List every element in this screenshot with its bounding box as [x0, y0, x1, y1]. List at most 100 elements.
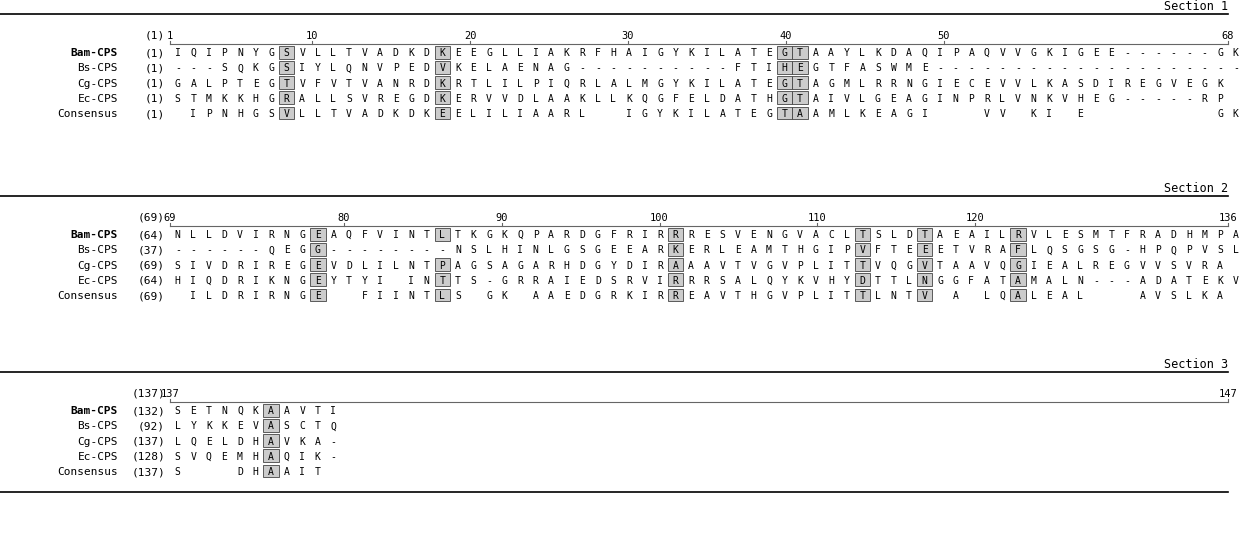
Text: S: S: [268, 109, 274, 119]
Text: E: E: [315, 230, 321, 240]
Text: A: A: [751, 245, 756, 256]
Text: A: A: [673, 260, 679, 271]
Text: (37): (37): [138, 245, 165, 256]
Text: V: V: [502, 94, 508, 104]
Bar: [668, 228, 684, 241]
Text: I: I: [922, 109, 928, 119]
Bar: [917, 243, 933, 256]
Text: K: K: [440, 48, 445, 58]
Text: M: M: [906, 63, 912, 74]
Text: L: L: [813, 260, 819, 271]
Text: Y: Y: [362, 276, 368, 286]
Text: G: G: [906, 109, 912, 119]
Text: K: K: [1233, 109, 1239, 119]
Text: Y: Y: [611, 260, 616, 271]
Bar: [310, 273, 326, 286]
Text: R: R: [237, 291, 243, 301]
Text: A: A: [1062, 260, 1068, 271]
Text: Section 3: Section 3: [1163, 358, 1228, 371]
Text: E: E: [1186, 78, 1192, 89]
Bar: [777, 76, 793, 89]
Text: N: N: [533, 245, 539, 256]
Text: N: N: [455, 245, 461, 256]
Text: S: S: [1217, 245, 1223, 256]
Text: -: -: [1031, 63, 1037, 74]
Text: S: S: [284, 48, 290, 58]
Text: L: L: [844, 230, 850, 240]
Text: D: D: [580, 260, 585, 271]
Text: N: N: [408, 230, 414, 240]
Text: R: R: [268, 291, 274, 301]
Text: D: D: [1093, 78, 1099, 89]
Text: L: L: [315, 94, 321, 104]
Text: A: A: [813, 48, 819, 58]
Text: D: D: [580, 291, 585, 301]
Text: A: A: [1046, 276, 1052, 286]
Text: R: R: [237, 276, 243, 286]
Text: G: G: [1031, 48, 1037, 58]
Text: L: L: [595, 78, 601, 89]
Text: Bam-CPS: Bam-CPS: [71, 48, 118, 58]
Text: -: -: [362, 245, 368, 256]
Text: A: A: [548, 109, 554, 119]
Text: E: E: [1062, 230, 1068, 240]
Text: E: E: [580, 276, 585, 286]
Text: T: T: [906, 291, 912, 301]
Text: P: P: [844, 245, 850, 256]
Bar: [279, 91, 295, 104]
Text: (1): (1): [145, 94, 165, 104]
Text: F: F: [844, 63, 850, 74]
Text: P: P: [1186, 245, 1192, 256]
Text: N: N: [222, 406, 228, 416]
Text: E: E: [937, 245, 943, 256]
Text: P: P: [533, 78, 539, 89]
Text: P: P: [1217, 230, 1223, 240]
Text: E: E: [797, 63, 803, 74]
Text: L: L: [1186, 291, 1192, 301]
Text: P: P: [1155, 245, 1161, 256]
Text: H: H: [237, 109, 243, 119]
Text: C: C: [829, 230, 834, 240]
Text: T: T: [937, 260, 943, 271]
Text: T: T: [751, 48, 756, 58]
Text: K: K: [875, 48, 881, 58]
Text: D: D: [377, 109, 383, 119]
Text: H: H: [1186, 230, 1192, 240]
Text: G: G: [486, 48, 492, 58]
Text: F: F: [969, 276, 974, 286]
Text: -: -: [595, 63, 601, 74]
Text: G: G: [595, 245, 601, 256]
Bar: [668, 258, 684, 271]
Text: V: V: [751, 260, 756, 271]
Text: 100: 100: [650, 213, 669, 223]
Text: H: H: [782, 63, 788, 74]
Text: E: E: [1046, 291, 1052, 301]
Text: I: I: [1046, 109, 1052, 119]
Text: H: H: [564, 260, 570, 271]
Text: M: M: [1202, 230, 1208, 240]
Text: G: G: [782, 94, 788, 104]
Text: Y: Y: [782, 276, 788, 286]
Text: (1): (1): [145, 63, 165, 74]
Text: -: -: [1171, 94, 1177, 104]
Text: Ec-CPS: Ec-CPS: [78, 276, 118, 286]
Text: D: D: [237, 467, 243, 477]
Text: T: T: [844, 291, 850, 301]
Text: F: F: [595, 48, 601, 58]
Text: K: K: [455, 63, 461, 74]
Text: S: S: [222, 63, 228, 74]
Text: A: A: [268, 467, 274, 477]
Text: -: -: [1202, 63, 1208, 74]
Text: L: L: [191, 230, 196, 240]
Text: S: S: [284, 63, 290, 74]
Text: Q: Q: [922, 48, 928, 58]
Text: P: P: [440, 260, 445, 271]
Text: H: H: [1140, 245, 1145, 256]
Text: G: G: [766, 109, 772, 119]
Text: T: T: [797, 94, 803, 104]
Text: K: K: [440, 94, 445, 104]
Text: G: G: [1109, 245, 1114, 256]
Text: E: E: [315, 291, 321, 301]
Text: N: N: [284, 230, 290, 240]
Text: L: L: [1077, 260, 1083, 271]
